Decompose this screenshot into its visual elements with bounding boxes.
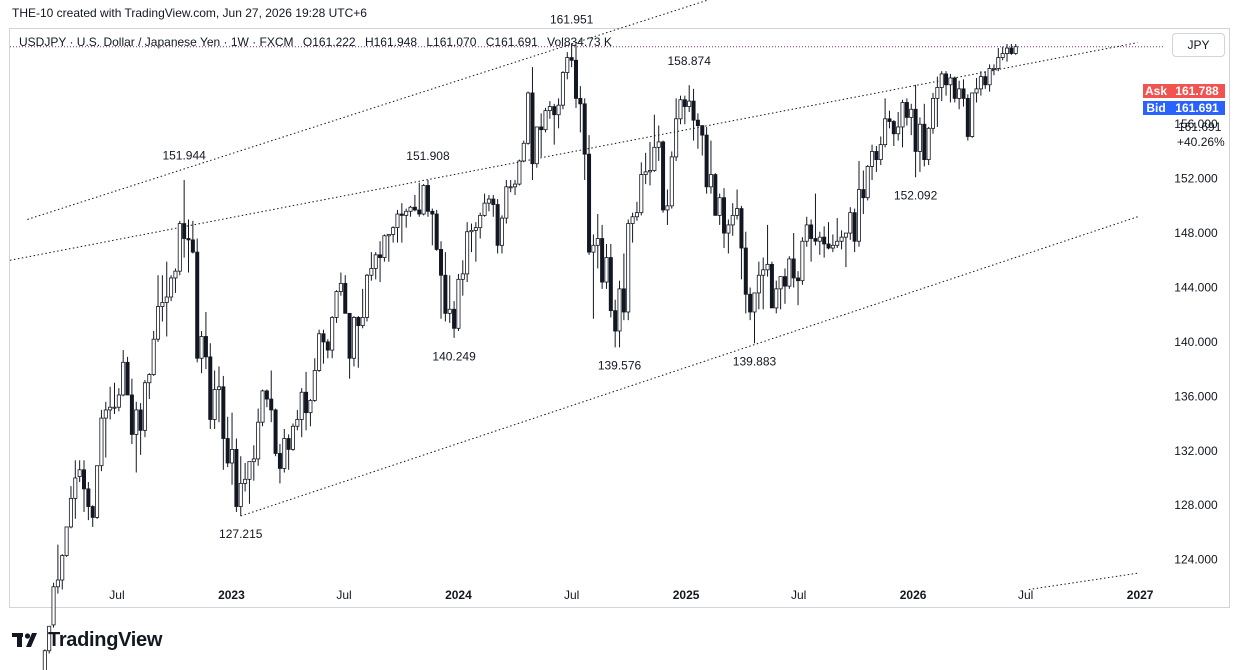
change-percent-label: +40.26%: [1177, 135, 1225, 149]
legend-open: O161.222: [302, 35, 356, 49]
price-annotation: 161.951: [550, 12, 594, 26]
legend-symbol[interactable]: USDJPY · U.S. Dollar / Japanese Yen · 1W…: [19, 35, 294, 49]
ask-value: 161.788: [1169, 84, 1225, 98]
bid-value: 161.691: [1169, 101, 1225, 115]
currency-button[interactable]: JPY: [1172, 33, 1225, 57]
footer-brand[interactable]: TradingView: [12, 629, 162, 651]
bid-label: Bid: [1143, 101, 1169, 115]
legend-close: C161.691: [485, 35, 538, 49]
symbol-legend[interactable]: USDJPY · U.S. Dollar / Japanese Yen · 1W…: [19, 35, 618, 49]
legend-high: H161.948: [364, 35, 417, 49]
brand-name: TradingView: [48, 628, 163, 651]
candle: [42, 649, 47, 670]
legend-volume: Vol834.73 K: [547, 35, 612, 49]
candle-body: [42, 650, 47, 670]
legend-low: L161.070: [426, 35, 477, 49]
chart-panel[interactable]: [9, 28, 1230, 608]
tradingview-logo-icon: [12, 633, 37, 647]
ask-tag: Ask 161.788: [1143, 84, 1225, 98]
chart-credit: THE-10 created with TradingView.com, Jun…: [12, 6, 367, 20]
last-price-label: 161.691: [1178, 120, 1222, 134]
bid-tag: Bid 161.691: [1143, 101, 1225, 115]
ask-label: Ask: [1143, 84, 1169, 98]
